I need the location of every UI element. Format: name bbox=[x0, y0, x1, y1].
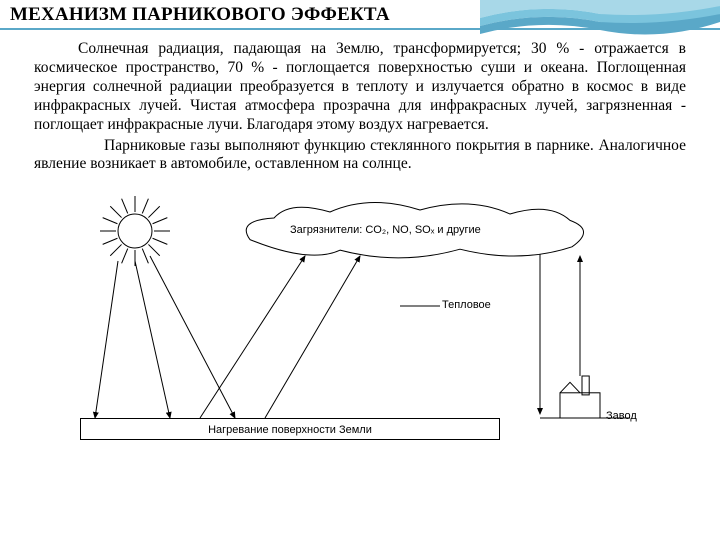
greenhouse-diagram: Загрязнители: CO₂, NO, SOₓ и другие Тепл… bbox=[40, 186, 680, 446]
factory-label: Завод bbox=[606, 410, 637, 422]
page-title: МЕХАНИЗМ ПАРНИКОВОГО ЭФФЕКТА bbox=[10, 4, 710, 26]
earth-surface-box: Нагревание поверхности Земли bbox=[80, 418, 500, 440]
pollutants-label: Загрязнители: CO₂, NO, SOₓ и другие bbox=[290, 224, 481, 236]
factory-icon bbox=[560, 376, 600, 418]
heat-label: Тепловое bbox=[442, 299, 491, 311]
paragraph-2: Парниковые газы выполняют функцию стекля… bbox=[34, 137, 686, 175]
header-bar: МЕХАНИЗМ ПАРНИКОВОГО ЭФФЕКТА bbox=[0, 0, 720, 30]
sun-icon bbox=[100, 196, 170, 266]
paragraph-1: Солнечная радиация, падающая на Землю, т… bbox=[34, 40, 686, 135]
arrows bbox=[95, 254, 630, 418]
body-text: Солнечная радиация, падающая на Землю, т… bbox=[0, 30, 720, 180]
